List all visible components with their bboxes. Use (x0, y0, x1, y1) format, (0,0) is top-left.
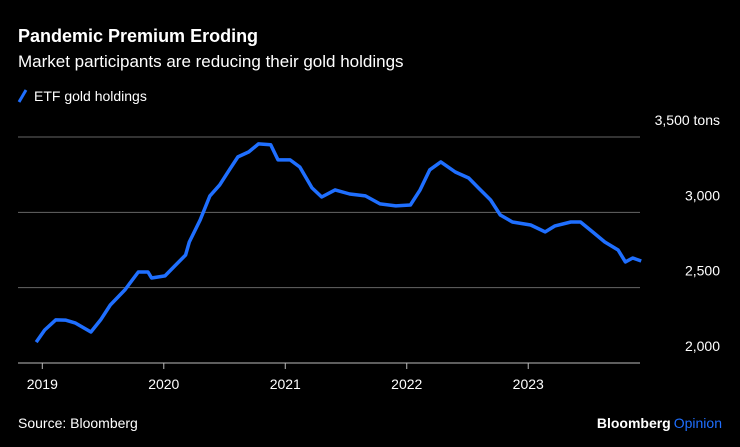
data-line (34, 142, 642, 344)
y-tick-label: 2,000 (685, 338, 720, 354)
x-tick-label: 2019 (27, 376, 58, 392)
legend-label: ETF gold holdings (34, 88, 147, 104)
brand: Bloomberg (597, 415, 671, 431)
source: Source: Bloomberg (18, 415, 138, 431)
y-tick-label: 3,000 (685, 187, 720, 203)
brand-opinion: Opinion (674, 415, 722, 431)
x-tick-label: 2023 (513, 376, 544, 392)
x-tick-label: 2022 (391, 376, 422, 392)
y-tick-label: 2,500 (685, 263, 720, 279)
x-tick-label: 2021 (270, 376, 301, 392)
legend-swatch (17, 89, 28, 103)
branding: Bloomberg Opinion (597, 415, 722, 431)
y-tick-label: 3,500 tons (655, 112, 720, 128)
chart-title: Pandemic Premium Eroding (18, 26, 258, 46)
chart-subtitle: Market participants are reducing their g… (18, 52, 404, 71)
x-tick-label: 2020 (148, 376, 179, 392)
